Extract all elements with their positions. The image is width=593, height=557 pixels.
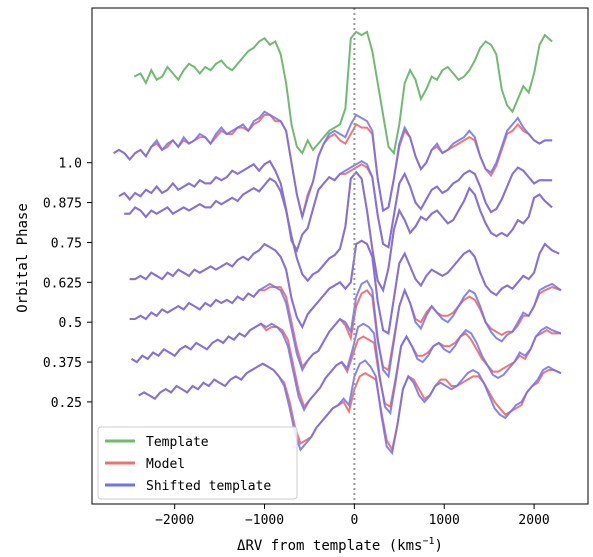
template-series-line [133,30,553,156]
y-tick-label: 0.875 [43,197,82,212]
x-tick-label: 1000 [429,513,460,528]
y-axis-label: Orbital Phase [15,203,31,313]
y-tick-label: 0.75 [51,236,82,251]
legend-box [97,426,298,500]
legend-label-model: Model [146,457,185,472]
x-tick-label: −2000 [155,513,194,528]
y-tick-label: 0.625 [43,276,82,291]
shifted-template-line-phase-0.75 [124,170,553,294]
spectra-layer [113,30,562,456]
y-tick-label: 1.0 [59,157,82,172]
x-axis-ticks: −2000 −1000 0 1000 2000 [155,504,550,528]
y-tick-label: 0.375 [43,356,82,371]
shifted-template-line-phase-0.375 [130,322,562,416]
y-axis-ticks: 1.0 0.875 0.75 0.625 0.5 0.375 0.25 [43,157,92,411]
x-tick-label: −1000 [245,513,284,528]
plot-frame [91,7,589,505]
legend-label-template: Template [146,435,209,450]
shifted-template-line-phase-0.25 [138,359,562,456]
y-tick-label: 0.25 [51,396,82,411]
shifted-template-line-phase-1 [113,110,553,221]
legend: Template Model Shifted template [97,426,298,500]
x-tick-label: 2000 [518,513,549,528]
x-axis-label: ΔRV from template (kms−1) [237,536,443,554]
y-tick-label: 0.5 [59,316,82,331]
shifted-template-line-phase-0.875 [118,159,553,253]
x-tick-label: 0 [350,513,358,528]
shifted-template-line-phase-0.625 [129,239,560,336]
shifted-template-line-phase-0.5 [129,279,562,379]
legend-label-shifted-template: Shifted template [146,479,271,494]
